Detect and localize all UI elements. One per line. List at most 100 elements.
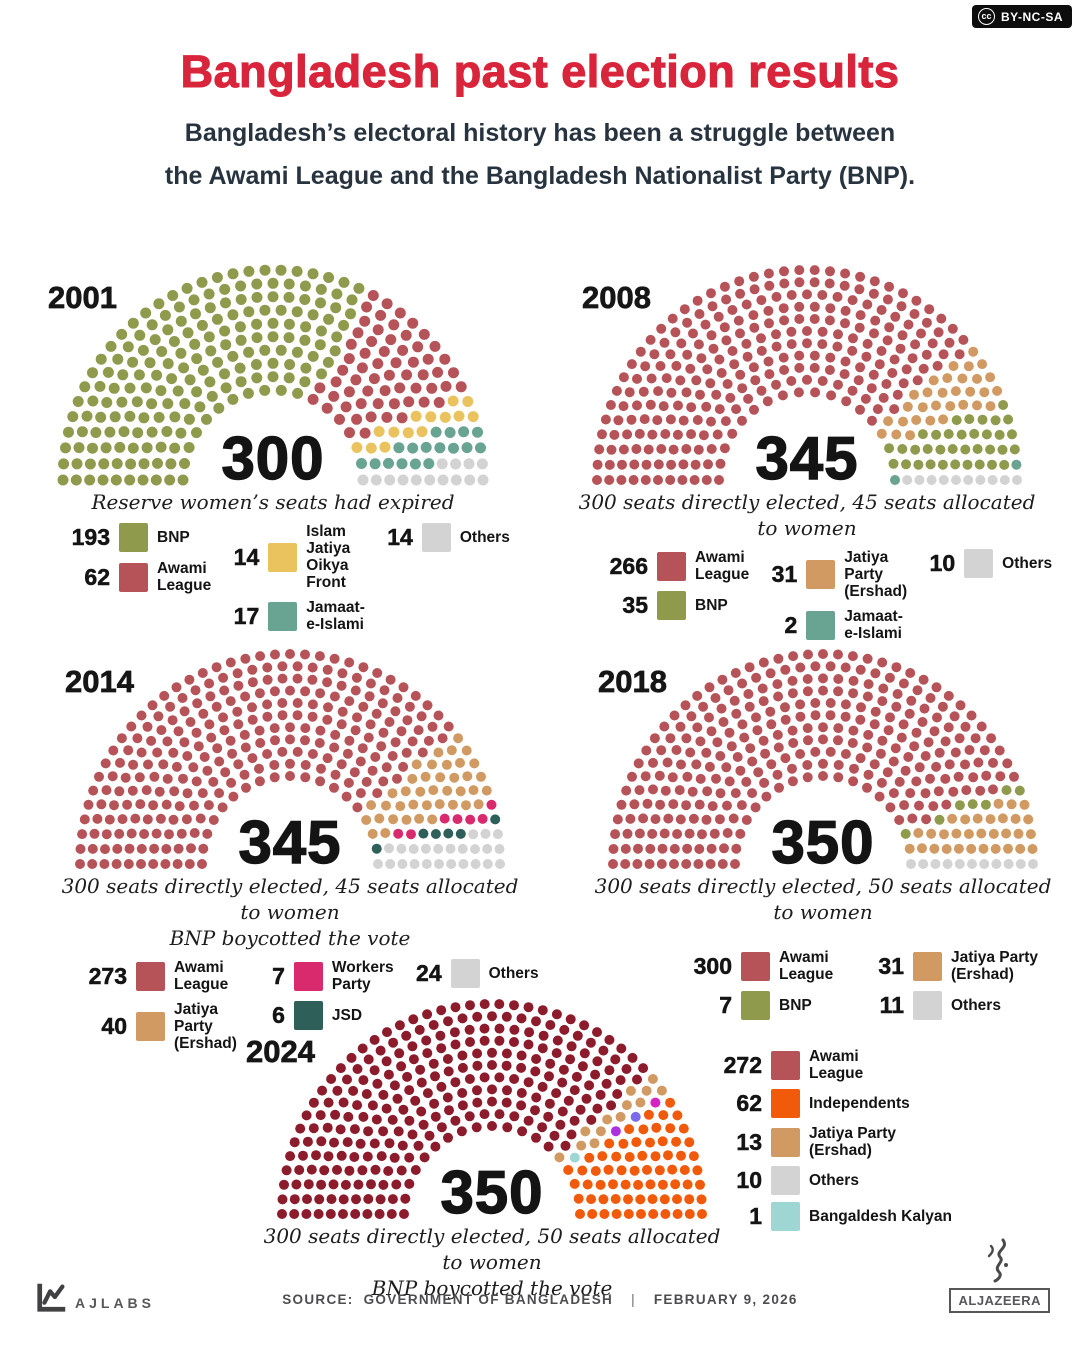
legend-color-swatch xyxy=(293,1001,323,1030)
legend-item: 2 Jamaat-e-Islami xyxy=(749,608,907,642)
source-divider: | xyxy=(631,1292,636,1307)
caption-line: 300 seats directly elected, 45 seats all… xyxy=(578,490,1036,540)
legend-color-swatch xyxy=(913,991,942,1020)
legend-item: 24 Others xyxy=(394,959,539,988)
legend-party-label: Awami League xyxy=(157,560,212,594)
chart-legend: 193 BNP 62 Awami League 14 Islam Jatiya Oikya… xyxy=(38,523,510,633)
legend-color-swatch xyxy=(771,1127,800,1157)
subtitle: Bangladesh’s electoral history has been … xyxy=(0,112,1080,198)
chart-legend: 273 Awami League 40 Jatiya Party (Ershad) 7 W… xyxy=(55,959,539,1052)
legend-party-label: BNP xyxy=(695,597,728,614)
chart-captions: 300 seats directly elected, 45 seats all… xyxy=(572,489,1042,541)
legend-party-label: Jatiya Party (Ershad) xyxy=(951,949,1039,983)
legend-column: 193 BNP 62 Awami League xyxy=(62,523,211,633)
legend-seat-count: 2 xyxy=(784,611,798,638)
legend-seat-count: 6 xyxy=(272,1002,285,1029)
legend-color-swatch xyxy=(657,591,686,620)
legend-color-swatch xyxy=(268,542,298,572)
legend-party-label: Jamaat-e-Islami xyxy=(306,599,365,633)
legend-color-swatch xyxy=(771,1166,800,1195)
chart-captions: 300 seats directly elected, 45 seats all… xyxy=(55,873,525,951)
legend-item: 17 Jamaat-e-Islami xyxy=(211,599,365,633)
legend-item: 11 Others xyxy=(856,991,1044,1020)
chart-captions: 300 seats directly elected, 50 seats all… xyxy=(588,873,1058,925)
legend-party-label: Others xyxy=(951,997,1001,1014)
legend-party-label: Islam Jatiya Oikya Front xyxy=(306,523,351,591)
legend-color-swatch xyxy=(741,991,770,1020)
ajlabs-label: AJLABS xyxy=(75,1295,156,1311)
legend-party-label: Awami League xyxy=(174,959,229,993)
legend-item: 273 Awami League xyxy=(79,959,237,993)
legend-column: 14 Islam Jatiya Oikya Front 17 Jamaat-e-Isl… xyxy=(211,523,365,633)
legend-party-label: BNP xyxy=(157,529,190,546)
chart-captions: Reserve women’s seats had expired xyxy=(38,489,508,515)
legend-seat-count: 272 xyxy=(723,1051,762,1078)
legend-party-label: Jatiya Party (Ershad) xyxy=(844,549,908,600)
legend-color-swatch xyxy=(657,551,686,581)
legend-party-label: Awami League xyxy=(809,1048,864,1082)
legend-seat-count: 10 xyxy=(736,1167,762,1194)
year-label: 2008 xyxy=(582,280,652,316)
legend-column: 300 Awami League 7 BNP xyxy=(684,949,856,1020)
legend-party-label: Awami League xyxy=(695,549,750,583)
legend-seat-count: 40 xyxy=(101,1013,127,1040)
subtitle-line-1: Bangladesh’s electoral history has been … xyxy=(184,119,896,147)
legend-seat-count: 10 xyxy=(929,550,956,577)
legend-seat-count: 273 xyxy=(88,962,127,989)
ajlabs-icon xyxy=(37,1283,66,1312)
legend-column: 14 Others xyxy=(365,523,510,633)
legend-party-label: Workers Party xyxy=(331,959,394,993)
legend-seat-count: 14 xyxy=(387,524,413,551)
legend-item: 6 JSD xyxy=(237,1001,394,1030)
year-label: 2024 xyxy=(246,1034,316,1070)
chart-block: 2024 350 300 seats directly elected, 50 … xyxy=(246,990,952,1301)
year-label: 2014 xyxy=(65,664,135,700)
legend-seat-count: 24 xyxy=(416,960,442,987)
year-label: 2018 xyxy=(598,664,668,700)
legend-column: 272 Awami League 62 Independents 13 Jatiya Pa… xyxy=(714,1048,1044,1231)
parliament-chart xyxy=(57,264,489,486)
legend-item: 14 Others xyxy=(365,523,510,552)
legend-color-swatch xyxy=(136,961,165,991)
parliament-chart xyxy=(75,649,505,869)
legend-party-label: Others xyxy=(488,965,539,982)
legend-seat-count: 62 xyxy=(736,1090,762,1117)
legend-column: 7 Workers Party 6 JSD xyxy=(237,959,394,1052)
legend-seat-count: 266 xyxy=(609,552,648,579)
total-seats: 345 xyxy=(755,424,859,492)
parliament-chart xyxy=(608,649,1038,869)
aljazeera-logo: ALJAZEERA xyxy=(949,1238,1050,1313)
page-title: Bangladesh past election results xyxy=(180,45,900,97)
legend-party-label: Others xyxy=(459,529,510,546)
legend-color-swatch xyxy=(450,959,480,988)
caption-line: 300 seats directly elected, 50 seats all… xyxy=(263,1224,721,1274)
legend-item: 13 Jatiya Party (Ershad) xyxy=(714,1125,1044,1159)
ajlabs-logo: AJLABS xyxy=(35,1280,155,1314)
total-seats: 350 xyxy=(440,1158,544,1226)
legend-color-swatch xyxy=(806,560,836,589)
chart-block: 2001 300 Reserve women’s seats had expir… xyxy=(38,256,510,633)
legend-party-label: Jatiya Party (Ershad) xyxy=(809,1125,897,1159)
legend-seat-count: 31 xyxy=(878,952,904,979)
legend-seat-count: 300 xyxy=(693,952,732,979)
legend-seat-count: 7 xyxy=(272,962,285,989)
legend-party-label: Jamaat-e-Islami xyxy=(844,608,903,642)
legend-item: 62 Awami League xyxy=(62,560,211,594)
legend-item: 31 Jatiya Party (Ershad) xyxy=(749,549,907,600)
legend-seat-count: 35 xyxy=(622,592,648,619)
legend-item: 7 BNP xyxy=(684,991,856,1020)
legend-seat-count: 1 xyxy=(749,1203,762,1230)
legend-item: 35 BNP xyxy=(600,591,749,620)
legend-item: 40 Jatiya Party (Ershad) xyxy=(79,1001,237,1052)
license-badge: cc BY-NC-SA xyxy=(971,5,1072,28)
legend-column: 273 Awami League 40 Jatiya Party (Ershad) xyxy=(79,959,237,1052)
legend-color-swatch xyxy=(119,562,148,592)
legend-color-swatch xyxy=(964,549,994,578)
year-label: 2001 xyxy=(48,280,118,316)
parliament-chart xyxy=(592,265,1022,485)
chart-captions: 300 seats directly elected, 50 seats all… xyxy=(262,1223,722,1301)
legend-seat-count: 14 xyxy=(233,543,260,570)
legend-party-label: Bangaldesh Kalyan xyxy=(809,1208,952,1225)
legend-color-swatch xyxy=(771,1050,800,1080)
